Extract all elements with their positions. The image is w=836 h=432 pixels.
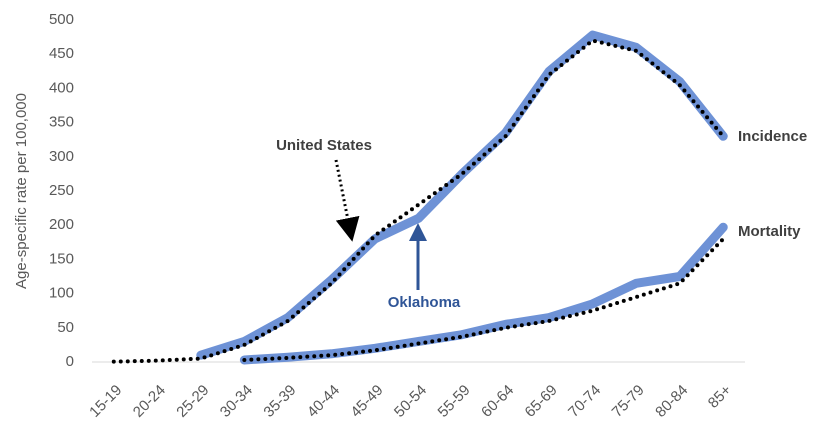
x-tick-label: 20-24 bbox=[130, 382, 169, 421]
y-tick-label: 500 bbox=[49, 11, 74, 28]
y-tick-label: 50 bbox=[57, 319, 74, 336]
y-tick-label: 400 bbox=[49, 79, 74, 96]
y-tick-label: 300 bbox=[49, 148, 74, 165]
annotation: Incidence bbox=[738, 128, 807, 145]
y-tick-label: 200 bbox=[49, 216, 74, 233]
x-tick-label: 60-64 bbox=[478, 382, 517, 421]
series-line bbox=[239, 222, 728, 365]
y-axis-label: Age-specific rate per 100,000 bbox=[13, 93, 30, 289]
x-tick-label: 70-74 bbox=[565, 382, 604, 421]
y-tick-label: 100 bbox=[49, 285, 74, 302]
x-tick-label: 80-84 bbox=[652, 382, 691, 421]
x-tick-label: 45-49 bbox=[347, 382, 386, 421]
x-tick-label: 25-29 bbox=[173, 382, 212, 421]
series-line bbox=[111, 38, 726, 364]
x-tick-label: 85+ bbox=[705, 381, 735, 411]
x-tick-label: 50-54 bbox=[391, 382, 430, 421]
y-tick-label: 450 bbox=[49, 45, 74, 62]
x-tick-label: 40-44 bbox=[304, 382, 343, 421]
annotation: Oklahoma bbox=[388, 294, 461, 311]
y-tick-label: 350 bbox=[49, 114, 74, 131]
x-tick-label: 30-34 bbox=[217, 382, 256, 421]
x-tick-label: 35-39 bbox=[260, 382, 299, 421]
series-line bbox=[196, 30, 728, 360]
x-tick-label: 65-69 bbox=[522, 382, 561, 421]
y-tick-label: 0 bbox=[66, 353, 74, 370]
arrow bbox=[334, 159, 360, 242]
x-tick-label: 75-79 bbox=[609, 382, 648, 421]
series-line bbox=[242, 236, 726, 362]
annotation: Mortality bbox=[738, 223, 801, 240]
y-tick-label: 150 bbox=[49, 250, 74, 267]
x-tick-label: 15-19 bbox=[86, 382, 125, 421]
x-tick-label: 55-59 bbox=[435, 382, 474, 421]
y-tick-label: 250 bbox=[49, 182, 74, 199]
annotation: United States bbox=[276, 137, 372, 154]
